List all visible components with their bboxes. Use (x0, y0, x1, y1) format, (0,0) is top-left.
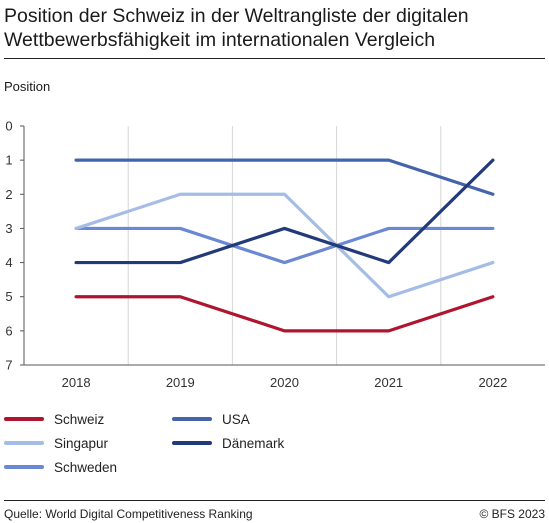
y-tick-label: 2 (5, 187, 12, 202)
y-tick-label: 1 (5, 153, 12, 168)
x-tick-label: 2020 (270, 375, 299, 390)
source-note: Quelle: World Digital Competitiveness Ra… (4, 507, 253, 521)
legend-swatch (4, 441, 44, 445)
chart-title: Position der Schweiz in der Weltranglist… (4, 5, 469, 51)
legend-swatch (4, 417, 44, 421)
y-tick-label: 3 (5, 221, 12, 236)
legend-swatch (172, 441, 212, 445)
legend-label: Singapur (54, 435, 109, 451)
legend-label: Schweden (54, 459, 118, 475)
series-lines (74, 158, 495, 333)
legend-label: USA (222, 411, 250, 427)
y-tick-label: 7 (5, 358, 12, 373)
legend-swatch (4, 465, 44, 469)
legend-item-schweden: Schweden (4, 458, 117, 476)
legend-item-daenemark: Dänemark (172, 434, 284, 452)
y-tick-label: 4 (5, 255, 12, 270)
copyright-note: © BFS 2023 (479, 507, 545, 521)
legend: Schweiz USA Singapur Dänemark Schweden (0, 406, 549, 478)
y-tick-labels: 0 1 2 3 4 5 6 7 (5, 119, 24, 373)
series-line-schweden (74, 226, 495, 265)
y-tick-label: 5 (5, 289, 12, 304)
footer-divider (4, 500, 545, 501)
y-axis-label: Position (4, 79, 51, 94)
series-line-usa (74, 158, 495, 196)
legend-label: Schweiz (54, 411, 105, 427)
y-tick-label: 6 (5, 323, 12, 338)
legend-label: Dänemark (222, 435, 285, 451)
legend-swatch (172, 417, 212, 421)
y-tick-label: 0 (5, 119, 12, 134)
series-line-daenemark (74, 158, 495, 265)
x-tick-label: 2021 (374, 375, 403, 390)
series-line-schweiz (74, 295, 495, 333)
x-tick-label: 2018 (62, 375, 91, 390)
title-divider (4, 58, 545, 59)
x-tick-label: 2022 (478, 375, 507, 390)
legend-item-usa: USA (172, 410, 250, 428)
axes (23, 126, 545, 366)
x-tick-labels: 2018 2019 2020 2021 2022 (62, 375, 508, 390)
line-chart: 0 1 2 3 4 5 6 7 2018 2019 2020 2021 2022 (5, 119, 545, 390)
x-tick-label: 2019 (166, 375, 195, 390)
series-line-singapur (74, 192, 495, 299)
legend-item-singapur: Singapur (4, 434, 108, 452)
legend-item-schweiz: Schweiz (4, 410, 104, 428)
